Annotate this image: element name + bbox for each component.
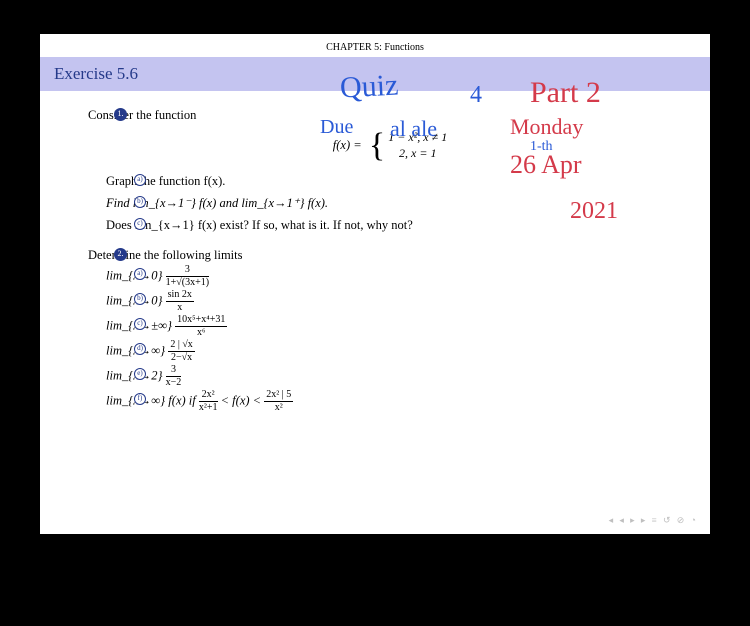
sub-e2-icon: e) [134, 368, 146, 380]
q2e-den: x−2 [166, 377, 182, 388]
sub-d2-icon: d) [134, 343, 146, 355]
exercise-title: Exercise 5.6 [40, 57, 710, 91]
q1-function: f(x) = { 1 − x², x ≠ 1 2, x = 1 [88, 129, 692, 163]
content-area: 1. Consider the function f(x) = { 1 − x²… [40, 91, 710, 413]
bullet-2: 2. [114, 248, 127, 261]
q2f-pre: lim_{x→∞} f(x) if [106, 393, 199, 407]
q2f-lhs-den: x²+1 [199, 402, 218, 413]
q1b: b) Find lim_{x→1⁻} f(x) and lim_{x→1⁺} f… [88, 193, 692, 213]
q2f-rhs-num: 2x² | 5 [264, 390, 293, 402]
q2a-num: 3 [166, 265, 209, 277]
q2d-num: 2 | √x [168, 340, 195, 352]
q2b-den: x [166, 302, 194, 313]
slide: CHAPTER 5: Functions Exercise 5.6 1. Con… [40, 34, 710, 534]
q2d-frac: 2 | √x 2−√x [168, 340, 195, 363]
q2f-lhs-num: 2x² [199, 390, 218, 402]
case2: 2, x = 1 [399, 146, 436, 160]
q2a-den: 1+√(3x+1) [166, 277, 209, 288]
footer-nav: ◂ ◂ ▸ ▸ ≡ ↺ ⊘ ◔ [609, 515, 698, 526]
q2b-frac: sin 2x x [166, 290, 194, 313]
bullet-1: 1. [114, 108, 127, 121]
q2c-num: 10x⁵+x⁴+31 [175, 315, 227, 327]
q2f-rhs-den: x² [264, 402, 293, 413]
sub-c2-icon: c) [134, 318, 146, 330]
sub-c-icon: c) [134, 218, 146, 230]
chapter-label: CHAPTER 5: Functions [40, 34, 710, 57]
q2a: a) lim_{x→0} 3 1+√(3x+1) [88, 265, 692, 288]
q2-lead: Determine the following limits [88, 248, 243, 262]
q2b: b) lim_{x→0} sin 2x x [88, 290, 692, 313]
q2c-frac: 10x⁵+x⁴+31 x⁶ [175, 315, 227, 338]
q2f-mid: < f(x) < [221, 393, 265, 407]
sub-a2-icon: a) [134, 268, 146, 280]
question-1: 1. Consider the function f(x) = { 1 − x²… [88, 105, 692, 235]
q1a: a) Graph the function f(x). [88, 171, 692, 191]
q2e-num: 3 [166, 365, 182, 377]
sub-a-icon: a) [134, 174, 146, 186]
q1-lead: Consider the function [88, 108, 196, 122]
q2e: e) lim_{x→2} 3 x−2 [88, 365, 692, 388]
q2a-frac: 3 1+√(3x+1) [166, 265, 209, 288]
sub-b-icon: b) [134, 196, 146, 208]
piecewise-cases: 1 − x², x ≠ 1 2, x = 1 [388, 130, 447, 161]
q2c: c) lim_{x→±∞} 10x⁵+x⁴+31 x⁶ [88, 315, 692, 338]
sub-f2-icon: f) [134, 393, 146, 405]
sub-b2-icon: b) [134, 293, 146, 305]
case1: 1 − x², x ≠ 1 [388, 130, 447, 144]
q2c-den: x⁶ [175, 327, 227, 338]
fn-left: f(x) = [333, 138, 362, 152]
q1a-text: Graph the function f(x). [106, 174, 225, 188]
q2e-frac: 3 x−2 [166, 365, 182, 388]
brace-icon: { [369, 129, 385, 163]
q2f-rhs: 2x² | 5 x² [264, 390, 293, 413]
q2f: f) lim_{x→∞} f(x) if 2x² x²+1 < f(x) < 2… [88, 390, 692, 413]
q2b-num: sin 2x [166, 290, 194, 302]
q1c: c) Does lim_{x→1} f(x) exist? If so, wha… [88, 215, 692, 235]
q2d-den: 2−√x [168, 352, 195, 363]
question-2: 2. Determine the following limits a) lim… [88, 245, 692, 413]
q1c-text: Does lim_{x→1} f(x) exist? If so, what i… [106, 218, 413, 232]
q2f-lhs: 2x² x²+1 [199, 390, 218, 413]
q2d: d) lim_{x→∞} 2 | √x 2−√x [88, 340, 692, 363]
